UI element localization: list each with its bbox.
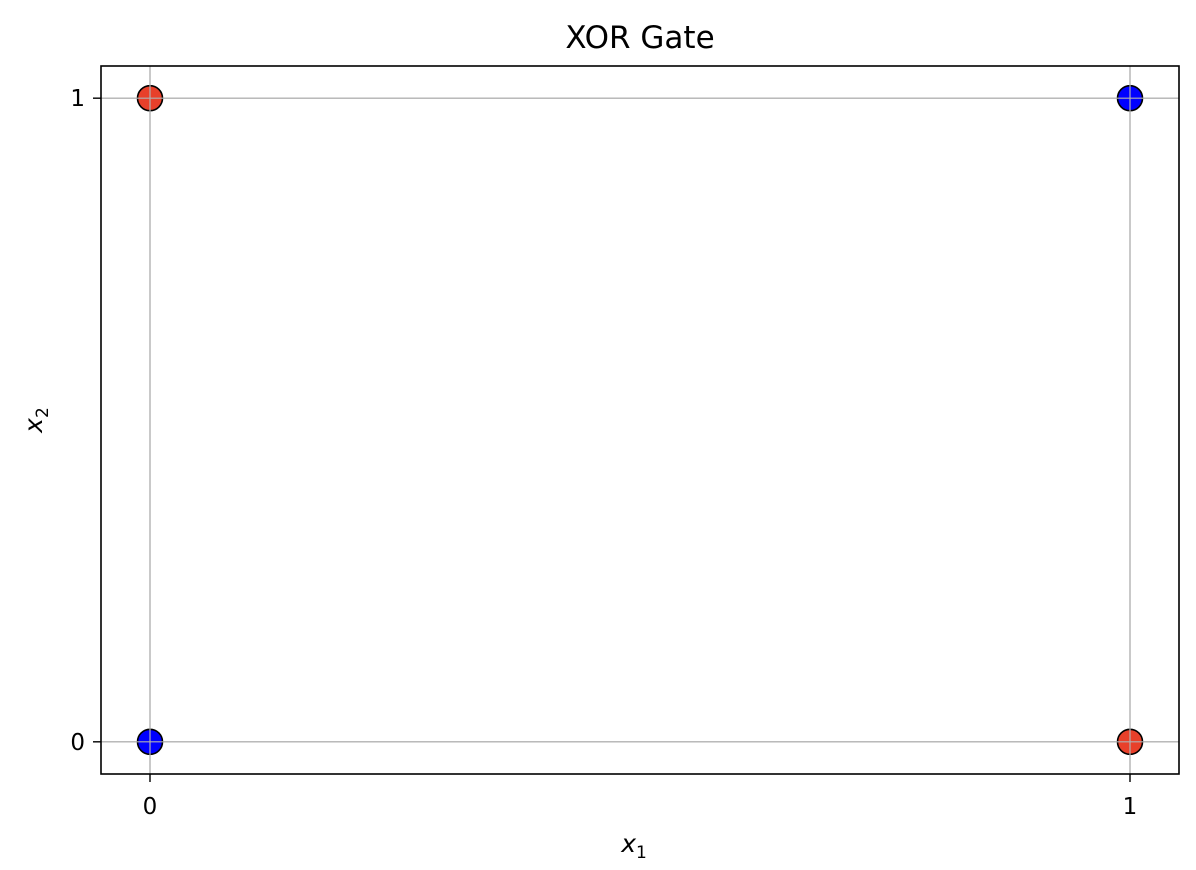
y-axis-label: x2 xyxy=(19,407,53,434)
plot-area-frame xyxy=(100,65,1180,775)
y-tick-label-0: 0 xyxy=(70,730,85,756)
x-axis-label-base: x xyxy=(620,829,636,858)
y-axis-ticks: 01 xyxy=(70,86,101,756)
x-axis-label-subscript: 1 xyxy=(636,843,647,863)
data-points xyxy=(101,66,1179,774)
y-tick-label-1: 1 xyxy=(70,86,85,112)
x-tick-label-1: 1 xyxy=(1123,794,1138,820)
chart-title: XOR Gate xyxy=(565,20,714,56)
y-axis-label-base: x xyxy=(19,418,48,434)
grid-overlay xyxy=(101,66,1179,774)
x-axis-label: x1 xyxy=(620,829,647,863)
y-axis-label-subscript: 2 xyxy=(33,407,53,418)
x-tick-label-0: 0 xyxy=(143,794,158,820)
